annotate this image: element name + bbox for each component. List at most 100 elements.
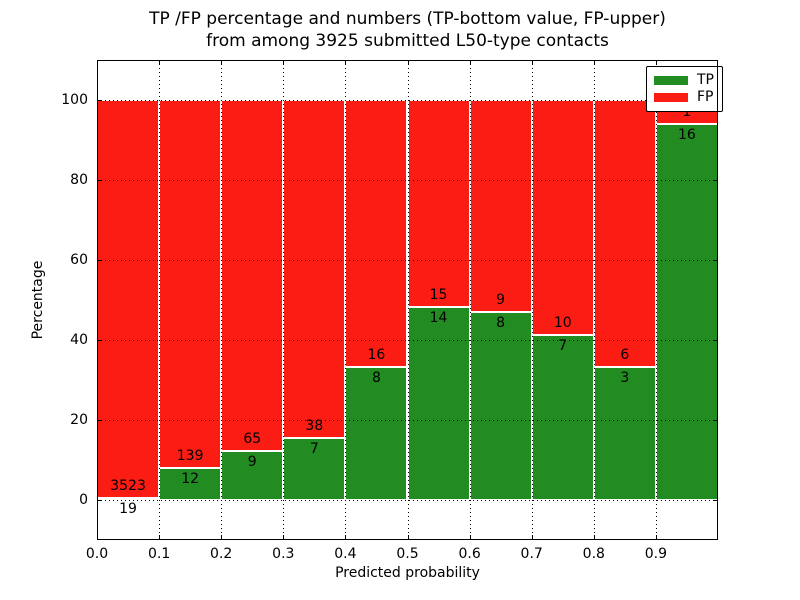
- tp-bar-segment: [655, 123, 718, 500]
- tp-count-label: 8: [371, 369, 381, 386]
- y-tick-mark: [713, 340, 718, 341]
- fp-bar-segment: [345, 100, 408, 367]
- y-tick-mark: [713, 420, 718, 421]
- v-gridline: [407, 60, 409, 540]
- fp-bar-segment: [593, 100, 656, 367]
- y-axis-title: Percentage: [30, 260, 46, 340]
- legend-row: FP: [654, 89, 714, 106]
- x-tick-mark: [283, 535, 285, 540]
- fp-count-label: 6: [620, 346, 630, 363]
- x-tick-mark: [655, 535, 657, 540]
- x-tick-label: 0.7: [520, 546, 543, 562]
- fp-bar-segment: [221, 100, 284, 452]
- v-gridline: [593, 60, 595, 540]
- chart-title: TP /FP percentage and numbers (TP-bottom…: [97, 8, 718, 52]
- tp-legend-swatch-icon: [654, 76, 688, 85]
- legend: TP FP: [646, 66, 723, 112]
- x-tick-mark: [469, 60, 471, 65]
- fp-bar-segment: [283, 100, 346, 438]
- x-tick-mark: [159, 535, 161, 540]
- x-tick-label: 0.6: [458, 546, 481, 562]
- fp-bar-segment: [159, 100, 222, 469]
- fp-bar-segment: [97, 100, 160, 498]
- tp-count-label: 8: [496, 314, 506, 331]
- tp-count-label: 9: [247, 454, 257, 471]
- x-tick-mark: [593, 60, 595, 65]
- y-tick-mark: [97, 420, 102, 421]
- v-gridline: [345, 60, 347, 540]
- v-gridline: [283, 60, 285, 540]
- y-tick-label: 40: [70, 332, 88, 348]
- fp-bar-segment: [469, 100, 532, 312]
- y-tick-label: 80: [70, 172, 88, 188]
- y-tick-mark: [97, 500, 102, 501]
- y-tick-mark: [97, 100, 102, 101]
- x-tick-label: 0.1: [147, 546, 171, 562]
- fp-count-label: 15: [429, 286, 448, 303]
- y-tick-mark: [97, 340, 102, 341]
- x-tick-mark: [345, 535, 347, 540]
- tp-bar-segment: [159, 468, 222, 500]
- x-tick-mark: [407, 535, 409, 540]
- x-tick-label: 0.8: [582, 546, 605, 562]
- v-gridline: [221, 60, 223, 540]
- chart-title-line1: TP /FP percentage and numbers (TP-bottom…: [149, 9, 666, 29]
- y-tick-mark: [713, 180, 718, 181]
- x-axis-title: Predicted probability: [335, 565, 480, 581]
- fp-bar-segment: [407, 100, 470, 307]
- tp-count-label: 16: [678, 126, 696, 143]
- v-gridline: [469, 60, 471, 540]
- y-tick-mark: [713, 500, 718, 501]
- x-tick-mark: [345, 60, 347, 65]
- fp-bar-segment: [531, 100, 594, 336]
- x-tick-mark: [159, 60, 161, 65]
- tp-count-label: 14: [429, 309, 448, 326]
- x-tick-label: 0.4: [334, 546, 357, 562]
- x-tick-mark: [531, 60, 533, 65]
- plot-area: 3523191391265938716815149810763116: [97, 60, 718, 540]
- x-tick-label: 0.5: [396, 546, 419, 562]
- y-tick-label: 100: [61, 92, 88, 108]
- x-tick-label: 0.9: [644, 546, 668, 562]
- tp-count-label: 19: [119, 500, 137, 517]
- y-tick-label: 0: [79, 492, 88, 508]
- y-tick-label: 20: [70, 412, 88, 428]
- x-tick-mark: [407, 60, 409, 65]
- y-tick-mark: [97, 180, 102, 181]
- x-tick-mark: [655, 60, 657, 65]
- v-gridline: [655, 60, 657, 540]
- y-tick-label: 60: [70, 252, 88, 268]
- x-tick-label: 0.0: [85, 546, 109, 562]
- chart-title-line2: from among 3925 submitted L50-type conta…: [206, 31, 609, 51]
- tp-count-label: 3: [620, 369, 630, 386]
- tp-count-label: 7: [309, 440, 319, 457]
- fp-count-label: 16: [367, 346, 386, 363]
- fp-count-label: 65: [243, 431, 262, 448]
- fp-count-label: 38: [305, 417, 324, 434]
- legend-label: TP: [697, 72, 714, 88]
- tp-count-label: 12: [181, 471, 200, 488]
- x-tick-mark: [221, 60, 223, 65]
- legend-row: TP: [654, 72, 714, 89]
- fp-count-label: 139: [176, 448, 204, 465]
- legend-label: FP: [697, 89, 714, 105]
- x-tick-mark: [221, 535, 223, 540]
- tp-bar-segment: [221, 451, 284, 500]
- x-tick-mark: [469, 535, 471, 540]
- tp-count-label: 7: [558, 338, 568, 355]
- v-gridline: [531, 60, 533, 540]
- x-tick-mark: [531, 535, 533, 540]
- fp-count-label: 3523: [110, 477, 146, 494]
- y-tick-mark: [713, 260, 718, 261]
- x-tick-label: 0.3: [272, 546, 295, 562]
- fp-count-label: 9: [496, 291, 506, 308]
- v-gridline: [159, 60, 161, 540]
- x-tick-mark: [283, 60, 285, 65]
- fp-legend-swatch-icon: [654, 93, 688, 102]
- tp-bar-segment: [531, 335, 594, 500]
- x-tick-mark: [593, 535, 595, 540]
- fp-count-label: 10: [553, 315, 572, 332]
- x-tick-label: 0.2: [210, 546, 233, 562]
- y-tick-mark: [97, 260, 102, 261]
